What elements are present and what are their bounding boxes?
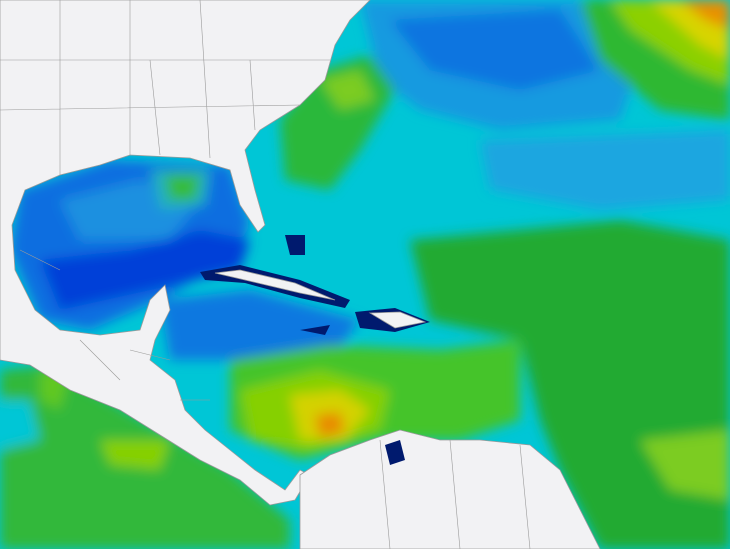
field-blue — [160, 290, 360, 360]
field-lightgreen — [640, 430, 730, 500]
field-blue-dark — [390, 10, 600, 90]
field-orange — [680, 0, 730, 30]
lake — [385, 440, 405, 465]
field-blue — [480, 130, 730, 210]
field-cyan — [0, 400, 40, 450]
land — [368, 311, 427, 329]
borders — [0, 0, 531, 549]
island-jamaica — [300, 325, 330, 335]
land — [214, 269, 336, 301]
field-lightgreen — [100, 440, 170, 470]
island-bahamas — [285, 235, 305, 255]
field-orange — [315, 412, 345, 438]
field-green — [410, 220, 730, 549]
field-lightgreen — [320, 70, 375, 110]
field-green — [165, 175, 200, 200]
land — [299, 429, 601, 549]
land — [0, 0, 371, 506]
field-blue-dark — [40, 230, 250, 310]
